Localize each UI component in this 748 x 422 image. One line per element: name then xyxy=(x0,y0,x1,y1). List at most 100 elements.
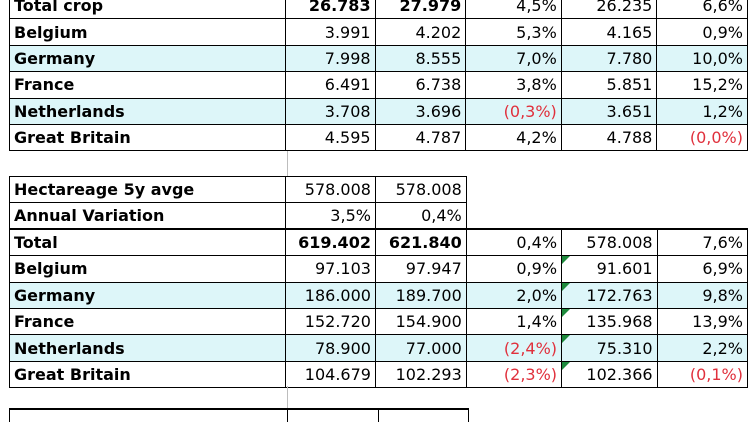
empty-cell xyxy=(466,202,562,230)
cell-value-negative[interactable]: (2,3%) xyxy=(465,360,563,389)
cell-value[interactable]: 1,2% xyxy=(656,97,748,125)
cell-value[interactable]: 4.202 xyxy=(374,18,467,46)
cell-value-with-comment[interactable]: 75.310 xyxy=(561,334,658,362)
cell-value-with-comment[interactable]: 91.601 xyxy=(561,255,658,283)
table-row[interactable]: Hectareage 5y avge 578.008 578.008 xyxy=(8,175,748,204)
cell-value[interactable]: 5,3% xyxy=(465,18,562,46)
cell-value[interactable]: 0,4% xyxy=(465,228,563,257)
cell-value[interactable]: 578.008 xyxy=(285,175,376,204)
cell-value[interactable]: 4.165 xyxy=(560,18,658,46)
table-row[interactable]: Belgium 3.991 4.202 5,3% 4.165 0,9% xyxy=(9,18,748,46)
cell-value[interactable]: 7,6% xyxy=(656,228,748,257)
cell-value[interactable]: 6,9% xyxy=(656,255,748,283)
cell-value[interactable]: 7.998 xyxy=(284,44,376,73)
cell-value[interactable]: 7.780 xyxy=(560,44,658,73)
cell-value[interactable]: 26.783 xyxy=(284,0,376,20)
cell-value[interactable]: 154.900 xyxy=(374,307,467,336)
cell-value-with-comment[interactable]: 102.366 xyxy=(561,360,658,389)
gridline xyxy=(287,151,288,177)
row-label[interactable]: Annual Variation xyxy=(8,202,287,230)
cell-value[interactable]: 9,8% xyxy=(656,281,748,309)
row-label[interactable]: Total xyxy=(8,228,287,257)
cell-value[interactable]: 78.900 xyxy=(285,334,376,362)
row-label[interactable]: France xyxy=(8,307,287,336)
cell-separator xyxy=(287,410,288,422)
row-label[interactable]: Hectareage 5y avge xyxy=(8,175,287,204)
row-label[interactable]: Belgium xyxy=(8,255,287,283)
table-row[interactable]: Germany 186.000 189.700 2,0% 172.763 9,8… xyxy=(8,281,748,309)
cell-value[interactable]: 3,5% xyxy=(285,202,376,230)
cell-value[interactable]: 6.491 xyxy=(284,71,376,99)
cell-value[interactable]: 13,9% xyxy=(656,307,748,336)
table-row[interactable]: Netherlands 3.708 3.696 (0,3%) 3.651 1,2… xyxy=(9,97,748,125)
cell-value[interactable]: 6.738 xyxy=(374,71,467,99)
cell-value[interactable]: 4.788 xyxy=(560,123,658,152)
cell-value[interactable]: 4,5% xyxy=(465,0,562,20)
table-row[interactable]: Belgium 97.103 97.947 0,9% 91.601 6,9% xyxy=(8,255,748,283)
cell-value[interactable]: 8.555 xyxy=(374,44,467,73)
empty-cell xyxy=(561,202,658,230)
cell-value-negative[interactable]: (0,3%) xyxy=(465,97,562,125)
row-label[interactable]: Netherlands xyxy=(8,334,287,362)
cell-value[interactable]: 3.708 xyxy=(284,97,376,125)
table-row[interactable]: Great Britain 4.595 4.787 4,2% 4.788 (0,… xyxy=(9,123,748,152)
cell-value[interactable]: 97.947 xyxy=(374,255,467,283)
cell-value[interactable]: 7,0% xyxy=(465,44,562,73)
cell-value[interactable]: 0,9% xyxy=(465,255,563,283)
cell-value[interactable]: 578.008 xyxy=(561,228,658,257)
cell-separator xyxy=(378,410,379,422)
cell-separator xyxy=(468,410,469,422)
table-row[interactable]: Annual Variation 3,5% 0,4% xyxy=(8,202,748,230)
cell-value-with-comment[interactable]: 135.968 xyxy=(561,307,658,336)
cell-value[interactable]: 3.651 xyxy=(560,97,658,125)
cell-value-negative[interactable]: (0,0%) xyxy=(656,123,748,152)
table-row[interactable]: France 6.491 6.738 3,8% 5.851 15,2% xyxy=(9,71,748,99)
cell-value[interactable]: 77.000 xyxy=(374,334,467,362)
cell-value[interactable]: 578.008 xyxy=(374,175,467,204)
cell-value[interactable]: 27.979 xyxy=(374,0,467,20)
cell-value[interactable]: 10,0% xyxy=(656,44,748,73)
row-label[interactable]: Netherlands xyxy=(9,97,286,125)
cell-value-negative[interactable]: (2,4%) xyxy=(465,334,563,362)
row-label[interactable]: France xyxy=(9,71,286,99)
row-label[interactable]: Germany xyxy=(8,281,287,309)
row-label[interactable]: Total crop xyxy=(9,0,286,20)
cell-value-negative[interactable]: (0,1%) xyxy=(656,360,748,389)
cell-value[interactable]: 15,2% xyxy=(656,71,748,99)
cell-value[interactable]: 2,0% xyxy=(465,281,563,309)
cell-value[interactable]: 4.595 xyxy=(284,123,376,152)
table-row[interactable]: Netherlands 78.900 77.000 (2,4%) 75.310 … xyxy=(8,334,748,362)
cell-value[interactable]: 3.991 xyxy=(284,18,376,46)
cell-value[interactable]: 621.840 xyxy=(374,228,467,257)
cell-value[interactable]: 4,2% xyxy=(465,123,562,152)
cell-value[interactable]: 186.000 xyxy=(285,281,376,309)
cell-value[interactable]: 6,6% xyxy=(656,0,748,20)
table-row[interactable]: France 152.720 154.900 1,4% 135.968 13,9… xyxy=(8,307,748,336)
cell-value[interactable]: 3,8% xyxy=(465,71,562,99)
cell-value[interactable]: 189.700 xyxy=(374,281,467,309)
cell-value[interactable]: 0,9% xyxy=(656,18,748,46)
cell-value[interactable]: 97.103 xyxy=(285,255,376,283)
row-label[interactable]: Great Britain xyxy=(8,360,287,389)
gridline xyxy=(287,386,288,408)
cell-value[interactable]: 104.679 xyxy=(285,360,376,389)
cell-value[interactable]: 102.293 xyxy=(374,360,467,389)
cell-value[interactable]: 3.696 xyxy=(374,97,467,125)
cell-value-with-comment[interactable]: 172.763 xyxy=(561,281,658,309)
hectareage-table: Hectareage 5y avge 578.008 578.008 Annua… xyxy=(8,175,748,389)
table-row[interactable]: Total crop 26.783 27.979 4,5% 26.235 6,6… xyxy=(9,0,748,20)
cell-value[interactable]: 2,2% xyxy=(656,334,748,362)
table-row[interactable]: Germany 7.998 8.555 7,0% 7.780 10,0% xyxy=(9,44,748,73)
row-label[interactable]: Great Britain xyxy=(9,123,286,152)
cell-value[interactable]: 0,4% xyxy=(374,202,467,230)
cell-value[interactable]: 4.787 xyxy=(374,123,467,152)
cell-value[interactable]: 1,4% xyxy=(465,307,563,336)
cell-value[interactable]: 152.720 xyxy=(285,307,376,336)
row-label[interactable]: Germany xyxy=(9,44,286,73)
cell-value[interactable]: 619.402 xyxy=(285,228,376,257)
cell-value[interactable]: 5.851 xyxy=(560,71,658,99)
row-label[interactable]: Belgium xyxy=(9,18,286,46)
table-row[interactable]: Total 619.402 621.840 0,4% 578.008 7,6% xyxy=(8,228,748,257)
cell-value[interactable]: 26.235 xyxy=(560,0,658,20)
table-row[interactable]: Great Britain 104.679 102.293 (2,3%) 102… xyxy=(8,360,748,389)
